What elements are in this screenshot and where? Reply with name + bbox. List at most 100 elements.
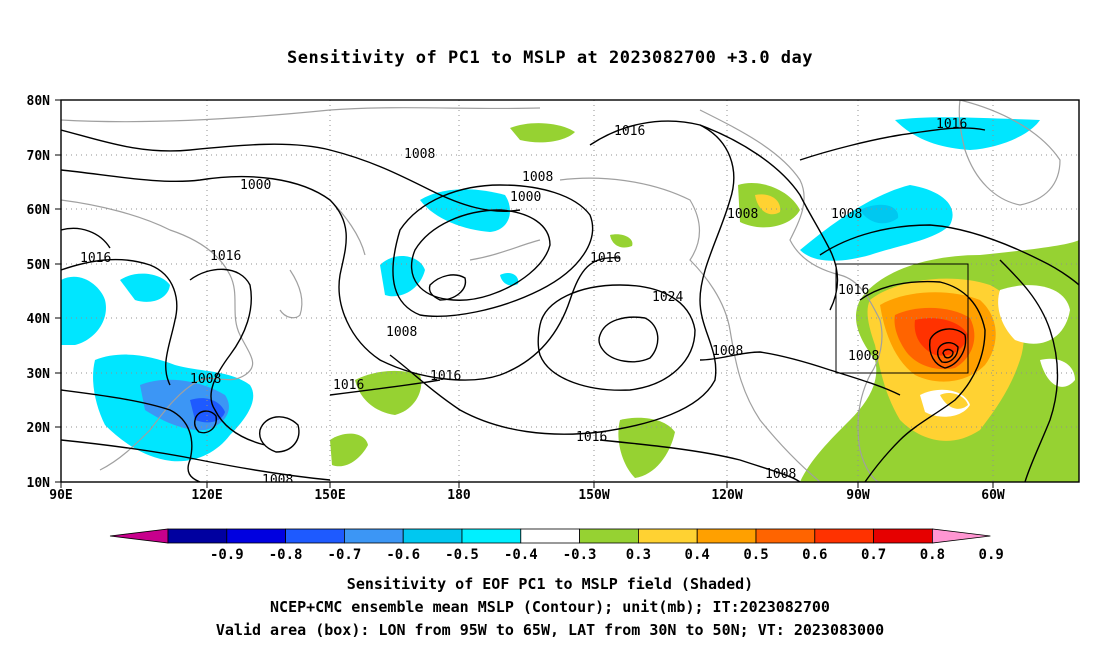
lon-label: 150E: [314, 488, 345, 503]
lon-label: 120E: [191, 488, 222, 503]
axis-ticks: [55, 99, 994, 488]
contour-label: 1016: [838, 283, 869, 298]
colorbar-tick-label: 0.4: [685, 547, 710, 563]
latitude-labels: 80N 70N 60N 50N 40N 30N 20N 10N: [27, 94, 51, 491]
longitude-labels: 90E 120E 150E 180 150W 120W 90W 60W: [49, 488, 1005, 503]
colorbar-swatch: [873, 528, 933, 544]
isobar: [428, 274, 467, 301]
contour-label: 1016: [210, 249, 241, 264]
shade-negative-patch: [120, 273, 170, 302]
shade-negative-patch: [61, 276, 106, 345]
contour-label: 1008: [404, 147, 435, 162]
shade-positive-patch: [330, 433, 368, 467]
shade-negative-patch: [420, 189, 510, 232]
isobar: [329, 379, 441, 396]
shade-negative-patch: [800, 185, 953, 261]
isobar: [819, 224, 1079, 286]
colorbar-tick-label: -0.7: [328, 547, 362, 563]
isobar: [392, 184, 594, 317]
coastline-asia: [61, 199, 254, 471]
contour-label: 1016: [430, 369, 461, 384]
contour-label: 1016: [590, 251, 621, 266]
contour-label: 1016: [614, 124, 645, 139]
coastline-aleutians: [469, 239, 541, 261]
isobar: [699, 124, 839, 311]
plot-title: Sensitivity of PC1 to MSLP at 2023082700…: [286, 48, 813, 68]
isobar: [410, 209, 551, 301]
colorbar-swatch: [402, 528, 463, 544]
lat-label: 10N: [27, 476, 51, 491]
lat-label: 60N: [27, 203, 51, 218]
contour-label: 1008: [190, 372, 221, 387]
contour-label: 1008: [848, 349, 879, 364]
colorbar-tick-label: 0.6: [802, 547, 827, 563]
colorbar-tick-label: -0.5: [445, 547, 479, 563]
lat-label: 50N: [27, 258, 51, 273]
isobar: [859, 280, 986, 482]
isobar: [599, 439, 801, 482]
caption-shading: Sensitivity of EOF PC1 to MSLP field (Sh…: [346, 575, 754, 593]
colorbar-tick-label: 0.7: [861, 547, 886, 563]
contour-label: 1000: [510, 190, 541, 205]
contour-label: 1016: [576, 430, 607, 445]
contour-label: 1008: [831, 207, 862, 222]
colorbar-tick-label: -0.4: [504, 547, 538, 563]
colorbar: -0.9 -0.8 -0.7 -0.6 -0.5 -0.4 -0.3 0.3 0.4 0.5 0.6…: [109, 528, 1004, 563]
isobar: [61, 258, 178, 386]
shade-positive-patch: [610, 234, 633, 248]
isobar: [942, 348, 954, 359]
shade-positive-region: [914, 318, 968, 356]
colorbar-swatch: [520, 528, 580, 544]
shade-negative-patch: [380, 255, 425, 297]
shade-negative-patch: [860, 204, 899, 224]
lon-label: 90W: [846, 488, 870, 503]
contour-label: 1008: [262, 473, 293, 488]
shade-positive-patch: [510, 123, 575, 143]
lon-label: 90E: [49, 488, 72, 503]
grid-lines: [61, 100, 1079, 482]
contour-label: 1016: [333, 378, 364, 393]
isobar: [61, 129, 521, 212]
isobar: [598, 316, 659, 363]
colorbar-tick-label: -0.6: [386, 547, 420, 563]
valid-area-box: [835, 263, 969, 374]
colorbar-arrow-min: [109, 528, 169, 544]
contour-label: 1008: [765, 467, 796, 482]
mslp-contours: [61, 120, 1079, 482]
caption-valid-area: Valid area (box): LON from 95W to 65W, L…: [215, 621, 885, 639]
isobar: [928, 328, 967, 369]
isobar: [61, 227, 111, 249]
colorbar-tick-label: 0.3: [626, 547, 651, 563]
contour-label: 1000: [240, 178, 271, 193]
shade-negative-patch: [895, 117, 1040, 150]
shade-positive-patch: [618, 417, 675, 478]
coastline-alaska: [559, 177, 821, 482]
colorbar-swatch: [226, 528, 287, 544]
lon-label: 60W: [981, 488, 1005, 503]
isobar: [61, 439, 331, 481]
colorbar-swatch: [285, 528, 345, 544]
colorbar-swatch: [343, 528, 404, 544]
shade-neutral-hole: [998, 285, 1070, 344]
colorbar-swatch: [167, 528, 228, 544]
coastline-greenland: [958, 100, 1061, 206]
lat-label: 80N: [27, 94, 51, 109]
contour-label: 1008: [727, 207, 758, 222]
colorbar-tick-label: -0.8: [269, 547, 303, 563]
isobar: [699, 351, 901, 396]
colorbar-tick-label: -0.9: [210, 547, 244, 563]
colorbar-swatch: [814, 528, 874, 544]
isobar: [799, 127, 986, 161]
contour-label: 1016: [936, 117, 967, 132]
isobar: [61, 169, 621, 381]
colorbar-swatch: [638, 528, 698, 544]
colorbar-arrow-max: [932, 528, 991, 544]
lon-label: 150W: [578, 488, 609, 503]
isobar: [61, 389, 201, 482]
lat-label: 70N: [27, 149, 51, 164]
contour-label: 1016: [80, 251, 111, 266]
coastline-japan: [279, 269, 303, 319]
isobar: [258, 416, 300, 453]
colorbar-tick-label: 0.9: [979, 547, 1004, 563]
